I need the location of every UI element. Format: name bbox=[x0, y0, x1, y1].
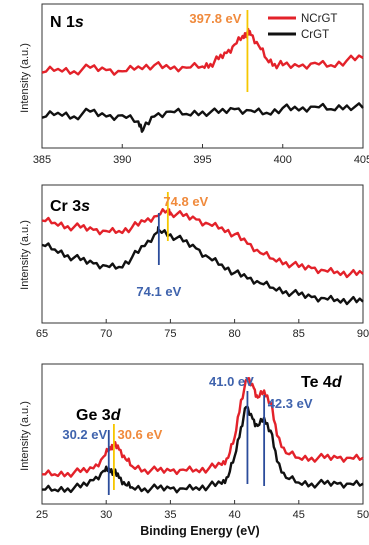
peak-label: 74.8 eV bbox=[163, 194, 208, 209]
panel-ge3d-te4d: Intensity (a.u.) Ge 3d Te 4d 25 30 35 40 45 5… bbox=[19, 363, 369, 538]
panel-title: Cr 3s bbox=[50, 198, 90, 215]
x-tick-label: 70 bbox=[100, 328, 112, 340]
panel-n1s: Intensity (a.u.) N 1s NCrGT CrGT 385 390 3… bbox=[19, 3, 369, 166]
peak-label: 41.0 eV bbox=[209, 374, 254, 389]
peak-label: 42.3 eV bbox=[268, 396, 313, 411]
panel-title-ge3d: Ge 3d bbox=[76, 407, 122, 424]
legend: NCrGT CrGT bbox=[268, 13, 337, 41]
x-tick-label: 75 bbox=[164, 328, 176, 340]
series-line-crgt bbox=[42, 405, 364, 494]
x-tick-label: 385 bbox=[33, 154, 51, 166]
x-tick-label: 25 bbox=[36, 509, 48, 521]
x-tick-label: 40 bbox=[228, 509, 240, 521]
x-tick-label: 405 bbox=[354, 154, 369, 166]
y-axis-label: Intensity (a.u.) bbox=[19, 220, 31, 290]
series-line-ncrgt bbox=[41, 27, 364, 76]
x-tick-label: 65 bbox=[36, 328, 48, 340]
plot-area: 385 390 395 400 405 397.8 eV bbox=[33, 10, 369, 166]
peak-label: 30.6 eV bbox=[117, 427, 162, 442]
legend-label-crgt: CrGT bbox=[301, 29, 329, 41]
x-tick-label: 30 bbox=[100, 509, 112, 521]
x-tick-label: 390 bbox=[113, 154, 131, 166]
x-tick-label: 400 bbox=[274, 154, 292, 166]
series-line-ncrgt bbox=[42, 377, 364, 478]
peak-label: 397.8 eV bbox=[189, 11, 241, 26]
x-tick-label: 85 bbox=[293, 328, 305, 340]
x-tick-label: 90 bbox=[357, 328, 369, 340]
peak-label: 74.1 eV bbox=[136, 284, 181, 299]
plot-area: 25 30 35 40 45 50 30.2 eV 30.6 eV 41.0 eV 42.3 eV bbox=[36, 374, 369, 521]
panel-title: N 1s bbox=[50, 14, 84, 31]
peak-label: 30.2 eV bbox=[62, 427, 107, 442]
panel-title-te4d: Te 4d bbox=[301, 374, 343, 391]
x-axis-label: Binding Energy (eV) bbox=[140, 524, 259, 538]
x-tick-label: 35 bbox=[164, 509, 176, 521]
x-tick-label: 80 bbox=[228, 328, 240, 340]
series-line-crgt bbox=[41, 226, 364, 306]
legend-label-ncrgt: NCrGT bbox=[301, 13, 337, 25]
panel-cr3s: Intensity (a.u.) Cr 3s 65 70 75 80 85 90 74.8 … bbox=[19, 184, 369, 340]
x-tick-label: 50 bbox=[357, 509, 369, 521]
series-line-ncrgt bbox=[41, 208, 364, 279]
series-line-crgt bbox=[41, 102, 364, 133]
plot-frame bbox=[41, 184, 364, 324]
plot-area: 65 70 75 80 85 90 74.8 eV 74.1 eV bbox=[36, 192, 369, 340]
y-axis-label: Intensity (a.u.) bbox=[19, 401, 31, 471]
y-axis-label: Intensity (a.u.) bbox=[19, 43, 31, 113]
x-tick-label: 45 bbox=[293, 509, 305, 521]
plot-frame bbox=[41, 363, 364, 505]
x-tick-label: 395 bbox=[193, 154, 211, 166]
